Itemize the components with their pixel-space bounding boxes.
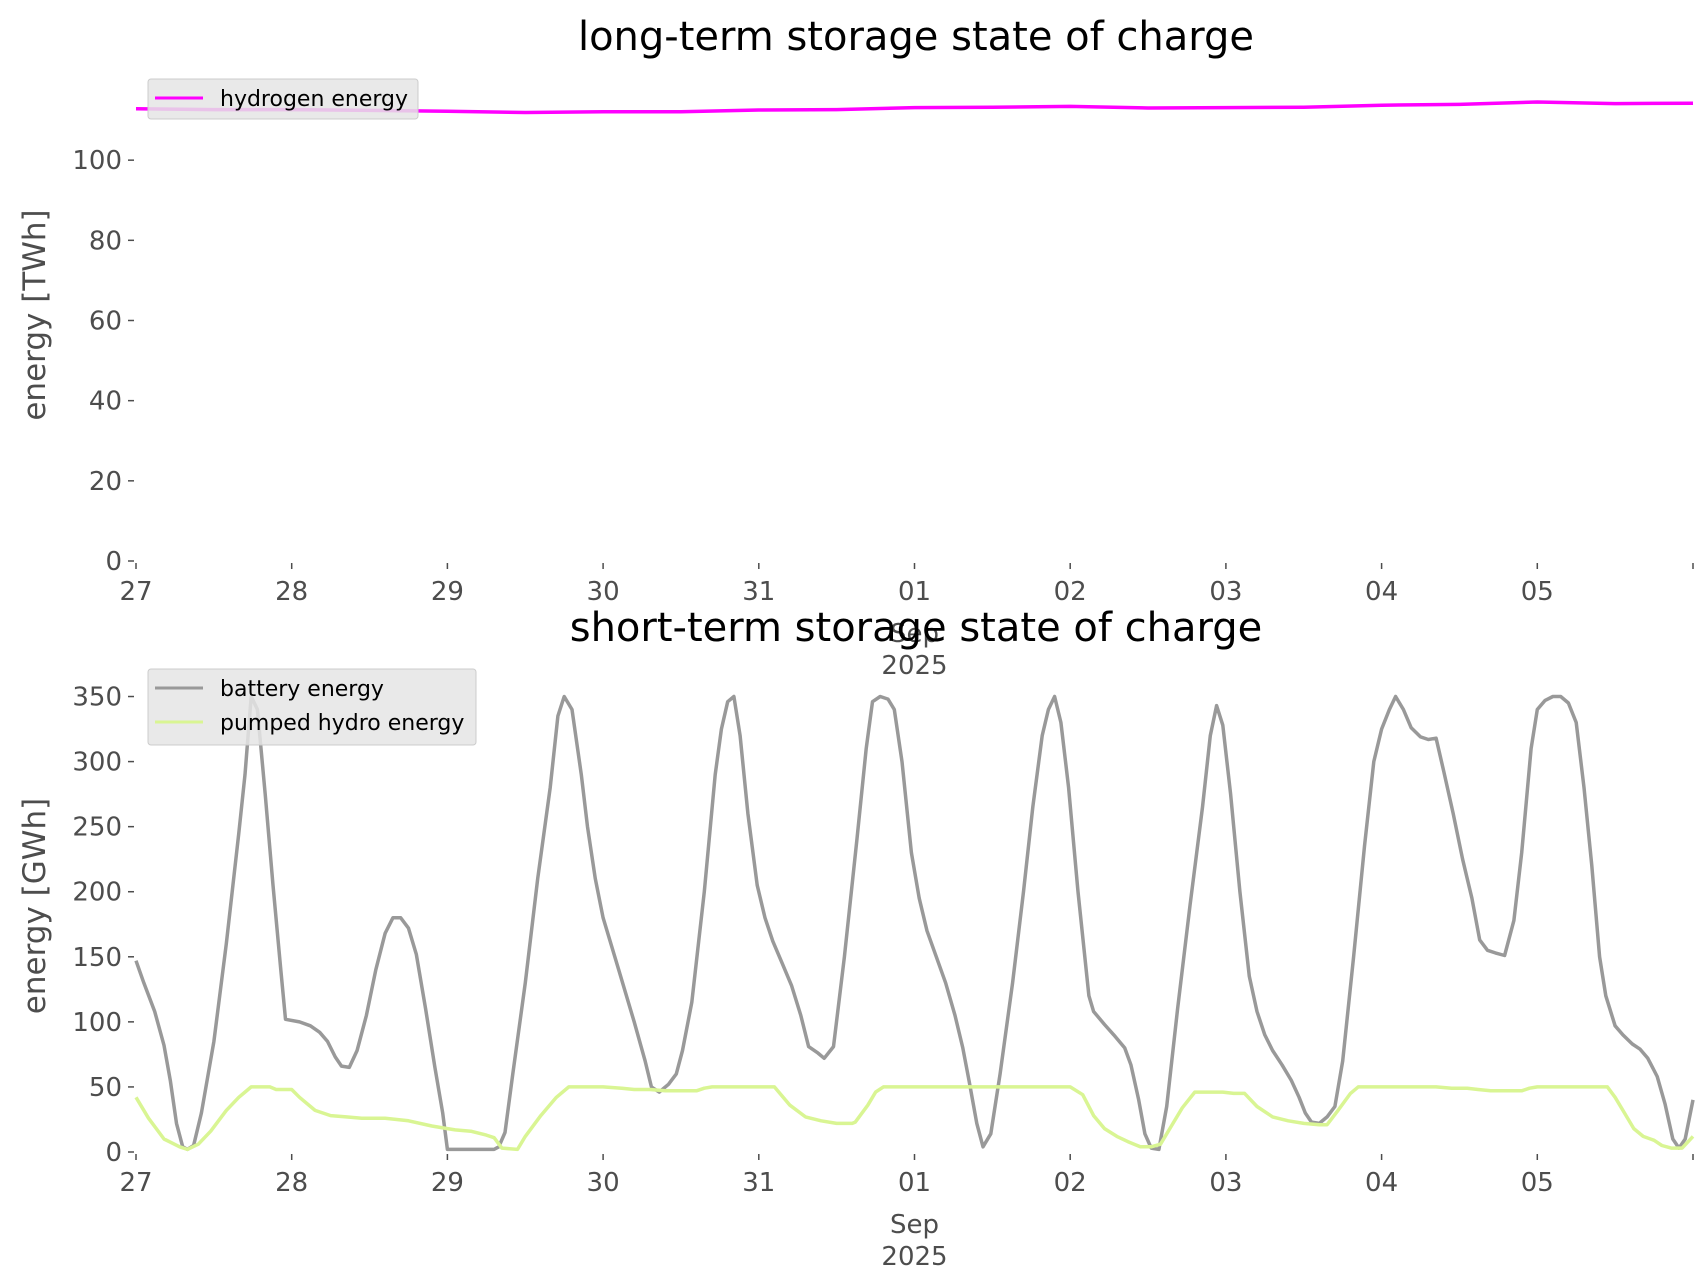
series-line-battery-energy [134,694,1695,1152]
y-tick-label: 150 [72,943,122,973]
y-tick-label: 80 [89,226,122,256]
x-tick-label: 28 [275,1168,308,1198]
top-legend-box [147,78,419,120]
x-tick-sublabel: 2025 [881,651,947,681]
x-tick-label: 30 [587,577,620,607]
y-tick-label: 20 [89,467,122,497]
x-tick-label: 02 [1054,577,1087,607]
x-tick-label: 01 [898,577,931,607]
legend-label-hydrogen-energy: hydrogen energy [220,87,408,112]
x-tick-label: 03 [1209,577,1242,607]
x-tick-label: 05 [1521,577,1554,607]
x-tick-label: 30 [587,1168,620,1198]
bottom-legend: battery energy pumped hydro energy [147,668,477,746]
x-tick-label: 28 [275,577,308,607]
y-tick-label: 60 [89,306,122,336]
x-tick-label: 04 [1365,1168,1398,1198]
x-tick-label: 29 [431,577,464,607]
x-tick-label: 31 [742,1168,775,1198]
x-tick-label: 02 [1054,1168,1087,1198]
y-tick-label: 100 [72,1008,122,1038]
legend-label-pumped-hydro-energy: pumped hydro energy [220,711,464,736]
top-chart-ylabel: energy [TWh] [17,209,53,420]
x-tick-label: 04 [1365,577,1398,607]
x-tick-label: 27 [119,577,152,607]
y-tick-label: 200 [72,878,122,908]
y-tick-label: 40 [89,387,122,417]
y-tick-label: 100 [72,146,122,176]
top-chart: long-term storage state of charge energy… [17,14,1694,681]
bottom-legend-box [147,668,477,746]
bottom-chart: short-term storage state of charge energ… [17,605,1695,1272]
x-tick-sublabel: 2025 [881,1242,947,1272]
x-tick-label: 31 [742,577,775,607]
x-tick-label: 29 [431,1168,464,1198]
x-tick-sublabel: Sep [890,1210,939,1240]
x-tick-sublabel: Sep [890,619,939,649]
top-chart-title: long-term storage state of charge [578,14,1254,60]
y-tick-label: 350 [72,683,122,713]
y-tick-label: 250 [72,813,122,843]
bottom-chart-title: short-term storage state of charge [570,605,1263,651]
y-tick-label: 0 [105,1138,122,1168]
x-tick-label: 05 [1521,1168,1554,1198]
legend-label-battery-energy: battery energy [220,677,384,702]
x-tick-label: 01 [898,1168,931,1198]
y-tick-label: 300 [72,748,122,778]
x-tick-label: 27 [119,1168,152,1198]
top-legend: hydrogen energy [147,78,419,120]
bottom-chart-ylabel: energy [GWh] [17,798,53,1014]
x-tick-label: 03 [1209,1168,1242,1198]
y-tick-label: 0 [105,547,122,577]
y-tick-label: 50 [89,1073,122,1103]
series-line-pumped-hydro-energy [134,1085,1695,1152]
bottom-plot-area [134,694,1695,1152]
